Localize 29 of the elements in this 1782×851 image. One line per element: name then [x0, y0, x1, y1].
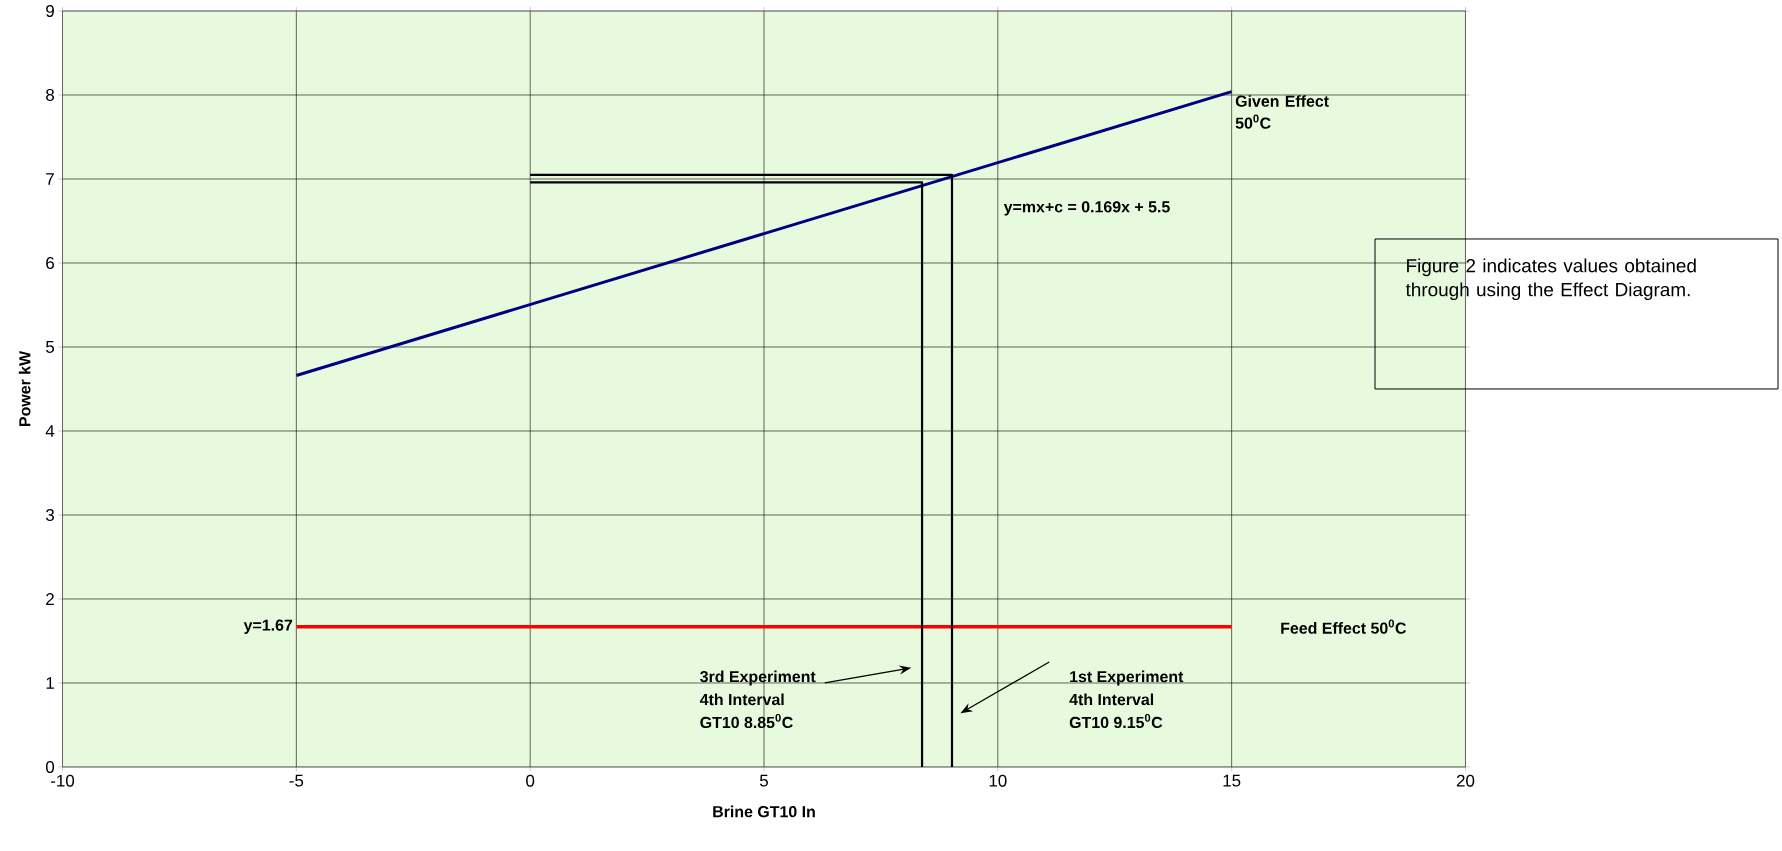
x-tick-label: 15 [1223, 774, 1241, 787]
x-tick-label: -5 [289, 774, 304, 787]
y-tick-label: 5 [46, 341, 55, 353]
y-tick-label: 2 [46, 593, 54, 605]
annotation: y=mx+c = 0.169x + 5.5 [1003, 201, 1170, 216]
series-label: Given Effect 50$^{0}$C [1235, 95, 1329, 129]
x-tick-label: 20 [1456, 774, 1475, 787]
y-tick-label: 7 [46, 173, 54, 185]
y-tick-label: 6 [46, 256, 54, 269]
x-tick-label: 5 [759, 774, 768, 787]
annotation: 4th Interval [699, 693, 784, 706]
y-tick-label: 3 [45, 508, 54, 521]
annotation: 3rd Experiment [700, 670, 816, 686]
y-tick-label: 8 [46, 88, 55, 101]
x-tick-label: -10 [51, 774, 75, 787]
annotation: 1st Experiment [1070, 670, 1184, 686]
annotation: y=1.67 [243, 619, 293, 634]
y-axis-title: Power kW [18, 350, 31, 427]
x-tick-label: 10 [989, 774, 1007, 787]
y-tick-label: 9 [46, 4, 54, 17]
y-tick-label: 1 [46, 677, 54, 689]
x-axis-title: Brine GT10 In [713, 805, 815, 818]
annotation: GT10 9.15$^{0}$C [1069, 713, 1163, 729]
annotation: GT10 8.85$^{0}$C [700, 713, 793, 729]
y-tick-label: 0 [45, 760, 55, 773]
text: Feed Effect 50$^{0}$C [1281, 619, 1407, 634]
annotation: 4th Interval [1069, 693, 1154, 706]
x-tick-label: 0 [526, 774, 535, 787]
y-tick-label: 4 [45, 425, 55, 437]
